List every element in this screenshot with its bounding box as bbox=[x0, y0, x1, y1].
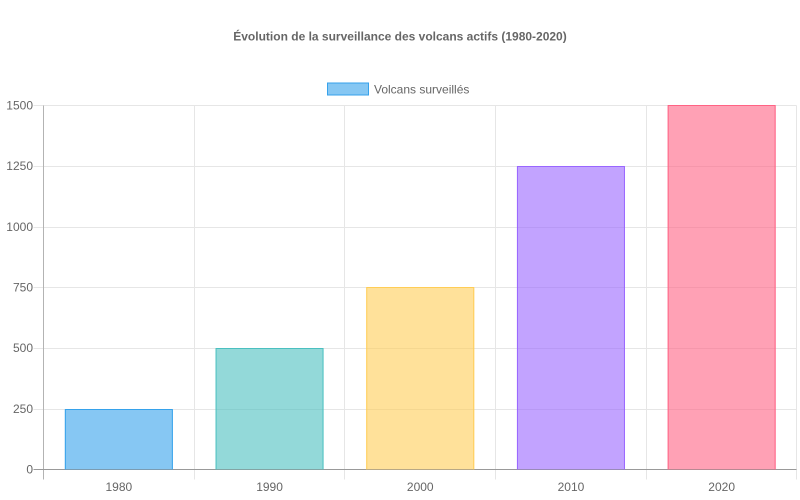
svg-text:0: 0 bbox=[26, 463, 33, 477]
svg-text:2020: 2020 bbox=[708, 480, 735, 494]
svg-text:2010: 2010 bbox=[558, 480, 585, 494]
svg-text:Évolution de la surveillance d: Évolution de la surveillance des volcans… bbox=[233, 29, 566, 44]
svg-text:250: 250 bbox=[13, 402, 33, 416]
svg-text:1000: 1000 bbox=[6, 220, 33, 234]
svg-text:1250: 1250 bbox=[6, 159, 33, 173]
svg-text:Volcans surveillés: Volcans surveillés bbox=[374, 83, 469, 97]
svg-text:2000: 2000 bbox=[407, 480, 434, 494]
svg-text:500: 500 bbox=[13, 341, 33, 355]
svg-text:1980: 1980 bbox=[105, 480, 132, 494]
svg-text:1990: 1990 bbox=[256, 480, 283, 494]
svg-text:750: 750 bbox=[13, 281, 33, 295]
svg-text:1500: 1500 bbox=[6, 99, 33, 113]
